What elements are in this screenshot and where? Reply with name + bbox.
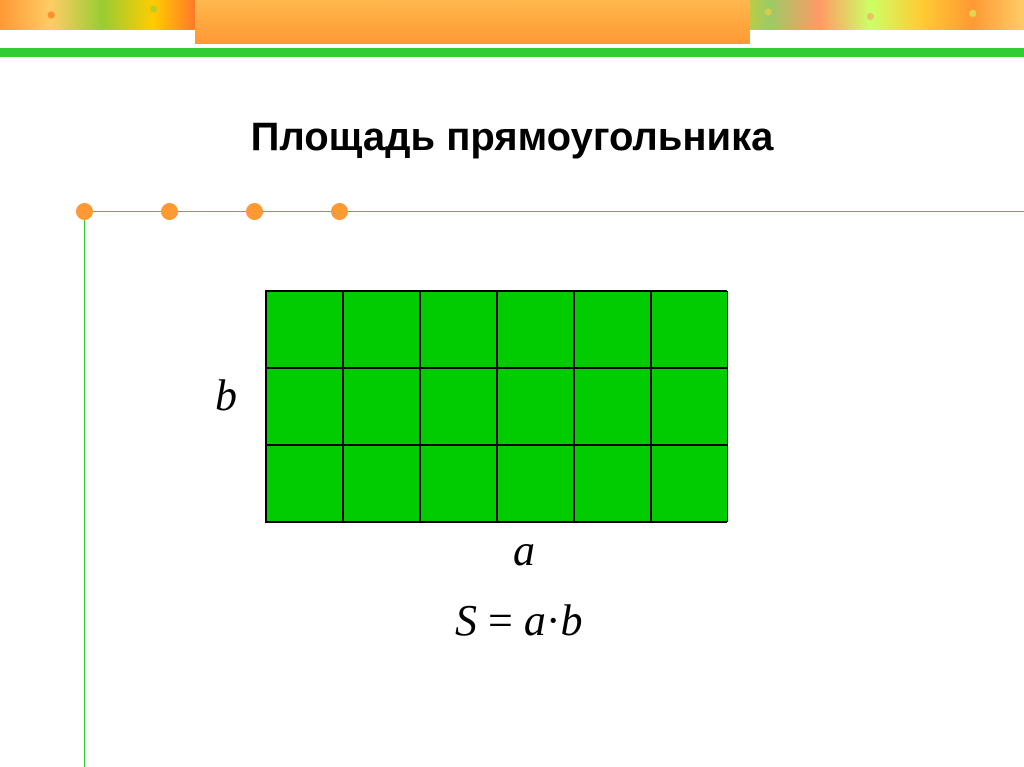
formula-eq: =	[477, 596, 524, 645]
grid-cell	[343, 291, 420, 368]
bullet-dot	[161, 203, 178, 220]
vertical-divider	[84, 211, 85, 767]
grid-cell	[266, 445, 343, 522]
grid-cell	[651, 445, 728, 522]
grid-cell	[343, 445, 420, 522]
green-header-line	[0, 48, 1024, 57]
grid-cell	[420, 291, 497, 368]
grid-cell	[497, 291, 574, 368]
page-title: Площадь прямоугольника	[0, 115, 1024, 160]
bullet-dot	[331, 203, 348, 220]
grid-cell	[651, 368, 728, 445]
grid-cell	[343, 368, 420, 445]
formula-S: S	[455, 596, 477, 645]
formula-a: a	[524, 596, 546, 645]
grid-cell	[266, 291, 343, 368]
formula-dot: ·	[546, 596, 561, 645]
grid-cell	[497, 445, 574, 522]
area-formula: S = a·b	[455, 595, 582, 646]
bullet-dot	[76, 203, 93, 220]
grid-cell	[497, 368, 574, 445]
label-side-a: a	[513, 525, 535, 576]
grid-cell	[574, 445, 651, 522]
grid-cell	[420, 368, 497, 445]
grid-cell	[651, 291, 728, 368]
formula-b: b	[560, 596, 582, 645]
horizontal-divider	[84, 211, 1024, 212]
grid-cell	[266, 368, 343, 445]
orange-header-box	[195, 0, 750, 44]
grid-cell	[574, 291, 651, 368]
grid-cell	[420, 445, 497, 522]
rectangle-diagram: b a S = a·b	[265, 290, 785, 523]
rectangle-grid	[265, 290, 727, 523]
grid-cell	[574, 368, 651, 445]
label-side-b: b	[215, 370, 237, 421]
bullet-dot	[246, 203, 263, 220]
